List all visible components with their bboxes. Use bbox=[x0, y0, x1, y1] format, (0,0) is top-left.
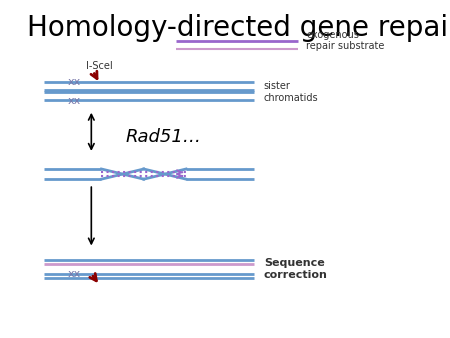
Text: sister
chromatids: sister chromatids bbox=[264, 81, 319, 103]
Text: I-SceI: I-SceI bbox=[86, 61, 113, 71]
Text: xx: xx bbox=[68, 77, 81, 87]
Text: Sequence
correction: Sequence correction bbox=[264, 258, 328, 280]
Text: xx: xx bbox=[68, 96, 81, 106]
Text: xx: xx bbox=[68, 269, 81, 279]
Text: exogenous
repair substrate: exogenous repair substrate bbox=[306, 30, 384, 51]
Text: Homology-directed gene repair: Homology-directed gene repair bbox=[27, 14, 450, 42]
Text: Rad51…: Rad51… bbox=[125, 128, 201, 146]
